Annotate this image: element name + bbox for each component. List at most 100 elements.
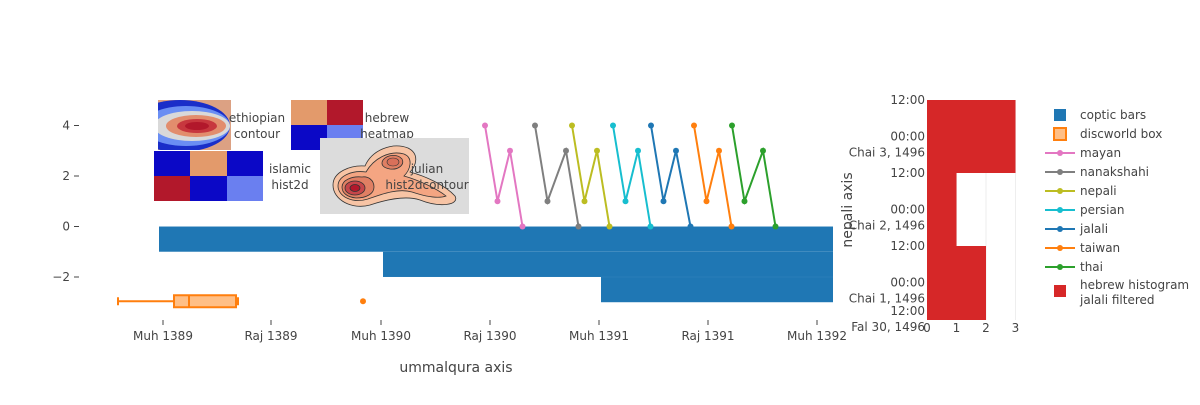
legend-swatch [1054, 285, 1066, 297]
julian-label-line1: julian [410, 162, 444, 176]
legend-item: discworld box [1053, 127, 1162, 141]
ethiopian-contour-inset: ethiopian contour [158, 100, 285, 150]
series-point-nanakshahi [563, 147, 569, 154]
hist-x-axis-ticks: 0 1 2 3 [923, 321, 1019, 335]
x-tick-label: Raj 1390 [463, 329, 516, 343]
x-tick-label: Muh 1389 [133, 329, 193, 343]
coptic-bars [159, 226, 833, 303]
series-point-taiwan [691, 122, 697, 129]
hist-y-tick-sublabel: Chai 1, 1496 [849, 292, 925, 306]
series-point-nanakshahi [532, 122, 538, 129]
islamic-hist2d-inset: islamic hist2d [154, 151, 311, 201]
series-point-jalali [648, 122, 654, 129]
legend-marker [1057, 169, 1063, 175]
x-tick-label: Raj 1391 [681, 329, 734, 343]
series-point-nepali [569, 122, 575, 129]
series-point-mayan [494, 198, 501, 205]
hist-bin [927, 100, 1016, 173]
hist-y-tick-sublabel: Chai 3, 1496 [849, 146, 925, 160]
legend-label: coptic bars [1080, 108, 1146, 122]
series-point-mayan [507, 147, 513, 154]
series-point-mayan [519, 223, 526, 230]
coptic-bar [159, 226, 833, 252]
ethiopian-label-line2: contour [234, 127, 280, 141]
legend-label: nanakshahi [1080, 165, 1149, 179]
series-point-persian [622, 198, 629, 205]
series-line-nanakshahi [534, 125, 580, 227]
legend-marker [1057, 188, 1063, 194]
series-point-thai [760, 147, 766, 154]
legend-item: nepali [1045, 184, 1117, 198]
islamic-label-line2: hist2d [271, 178, 308, 192]
hist-y-tick-sublabel: Chai 2, 1496 [849, 219, 925, 233]
legend-item: mayan [1045, 146, 1121, 160]
legend-marker [1057, 207, 1063, 213]
series-point-nepali [594, 147, 600, 154]
main-plot: 4 2 0 −2 Muh 1389 Raj 1389 Muh 1390 Raj 1390 Mu… [52, 100, 847, 376]
julian-hist2dcontour-inset: julian hist2dcontour [320, 138, 469, 214]
legend-label: discworld box [1080, 127, 1162, 141]
series-point-persian [610, 122, 616, 129]
legend-marker [1057, 150, 1063, 156]
legend-item: jalali [1045, 222, 1108, 236]
hist-x-tick-label: 1 [953, 321, 961, 335]
legend-marker [1057, 245, 1063, 251]
hist-y-tick-label: 12:00 [890, 304, 925, 318]
hist-x-tick-label: 3 [1012, 321, 1020, 335]
series-point-nepali [581, 198, 588, 205]
legend-marker [1057, 226, 1063, 232]
series-point-mayan [482, 122, 488, 129]
legend: coptic bars discworld box mayan nanakshahi n… [1045, 108, 1189, 307]
series-line-nepali [571, 125, 611, 227]
line-series [482, 122, 779, 230]
series-line-thai [731, 125, 777, 227]
series-line-jalali [650, 125, 692, 227]
series-line-mayan [484, 125, 524, 227]
hist-y-tick-label: 00:00 [890, 276, 925, 290]
legend-item: coptic bars [1054, 108, 1146, 122]
legend-label: mayan [1080, 146, 1121, 160]
y-tick-label: 4 [62, 119, 70, 133]
hist-y-axis-title: nepali axis [840, 172, 856, 247]
x-tick-label: Muh 1390 [351, 329, 411, 343]
hist-y-tick-sublabel: Fal 30, 1496 [851, 320, 925, 334]
ethiopian-label-line1: ethiopian [229, 111, 285, 125]
legend-label: taiwan [1080, 241, 1120, 255]
series-point-jalali [660, 198, 667, 205]
hebrew-label-line1: hebrew [365, 111, 410, 125]
coptic-bar [383, 251, 833, 277]
legend-swatch [1054, 109, 1066, 121]
series-point-jalali [687, 223, 694, 230]
hist-y-tick-label: 12:00 [890, 239, 925, 253]
series-point-jalali [673, 147, 679, 154]
discworld-box [117, 294, 366, 309]
x-axis-ticks: Muh 1389 Raj 1389 Muh 1390 Raj 1390 Muh 1391… [133, 320, 847, 343]
hist-x-tick-label: 2 [982, 321, 990, 335]
hist-bin [927, 246, 986, 320]
series-point-nanakshahi [575, 223, 582, 230]
series-point-thai [729, 122, 735, 129]
legend-label: hebrew histogram [1080, 278, 1189, 292]
series-point-taiwan [716, 147, 722, 154]
y-tick-label: −2 [52, 270, 70, 284]
hist-bin [927, 173, 957, 246]
series-point-thai [772, 223, 779, 230]
legend-label: nepali [1080, 184, 1117, 198]
series-line-taiwan [693, 125, 733, 227]
legend-item: nanakshahi [1045, 165, 1149, 179]
y-tick-label: 2 [62, 169, 70, 183]
legend-label: thai [1080, 260, 1103, 274]
series-point-persian [635, 147, 641, 154]
x-tick-label: Muh 1392 [787, 329, 847, 343]
x-tick-label: Raj 1389 [244, 329, 297, 343]
y-tick-label: 0 [62, 220, 70, 234]
x-axis-title: ummalqura axis [399, 360, 512, 376]
legend-label: persian [1080, 203, 1124, 217]
hist-x-tick-label: 0 [923, 321, 931, 335]
legend-item: persian [1045, 203, 1124, 217]
hist-y-axis-ticks: 12:00 00:00 Chai 3, 1496 12:00 00:00 Chai 2, … [849, 93, 925, 334]
legend-swatch [1053, 127, 1067, 141]
box-outlier [360, 298, 366, 305]
